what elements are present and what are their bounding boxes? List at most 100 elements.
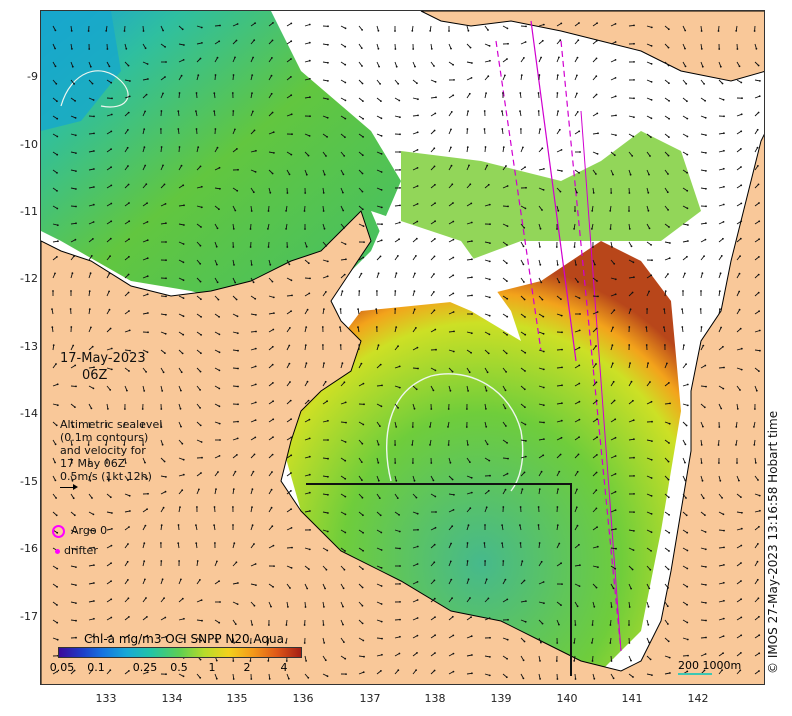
velocity-arrow-head: [361, 82, 364, 85]
velocity-arrow-head: [612, 677, 615, 680]
velocity-arrow-head: [181, 489, 184, 492]
velocity-arrow-head: [633, 97, 635, 100]
velocity-arrow-head: [595, 381, 598, 384]
velocity-arrow-head: [323, 606, 325, 608]
velocity-arrow-head: [183, 617, 185, 620]
velocity-arrow-head: [628, 606, 631, 608]
velocity-arrow-head: [686, 135, 689, 138]
velocity-arrow-head: [505, 352, 508, 355]
velocity-arrow-field: [51, 22, 761, 680]
velocity-arrow-head: [126, 389, 128, 392]
velocity-arrow-head: [273, 565, 275, 567]
velocity-arrow-head: [304, 192, 307, 194]
velocity-arrow-head: [668, 100, 670, 102]
velocity-arrow-head: [615, 114, 617, 117]
velocity-arrow-head: [200, 441, 203, 443]
velocity-arrow-head: [466, 408, 468, 410]
velocity-arrow-head: [614, 567, 617, 570]
velocity-arrow-head: [219, 439, 221, 441]
velocity-arrow-head: [361, 65, 363, 67]
velocity-arrow-head: [539, 128, 541, 130]
velocity-arrow-head: [487, 29, 489, 31]
velocity-arrow-head: [650, 26, 653, 29]
velocity-arrow-head: [271, 172, 274, 175]
velocity-arrow-head: [484, 524, 486, 526]
velocity-arrow-head: [345, 673, 347, 675]
map-frame[interactable]: [40, 10, 765, 685]
velocity-arrow-head: [633, 511, 635, 513]
velocity-arrow-head: [290, 40, 293, 43]
velocity-arrow-head: [199, 424, 202, 427]
velocity-arrow-head: [325, 155, 327, 157]
velocity-arrow-head: [502, 92, 504, 94]
velocity-arrow-head: [451, 615, 454, 618]
velocity-arrow-head: [449, 461, 452, 464]
velocity-arrow-head: [272, 131, 275, 134]
velocity-arrow-head: [505, 165, 507, 167]
velocity-arrow-head: [290, 418, 292, 420]
velocity-arrow-head: [162, 29, 164, 32]
velocity-arrow-head: [289, 327, 291, 329]
velocity-arrow-head: [232, 246, 235, 248]
colorbar-tick: 0.05: [49, 661, 75, 674]
velocity-arrow-head: [52, 290, 54, 292]
velocity-arrow-head: [56, 207, 59, 210]
velocity-arrow-head: [110, 598, 113, 601]
velocity-arrow-head: [505, 371, 507, 373]
velocity-arrow-head: [363, 655, 365, 658]
velocity-arrow-head: [272, 586, 274, 588]
velocity-arrow-head: [722, 167, 725, 170]
velocity-arrow-head: [758, 652, 761, 655]
velocity-arrow-head: [686, 531, 689, 534]
velocity-arrow-head: [195, 110, 197, 112]
velocity-arrow-head: [161, 443, 164, 446]
velocity-arrow-head: [305, 326, 308, 328]
velocity-arrow-head: [218, 387, 221, 390]
y-tick-label: -16: [20, 542, 38, 555]
velocity-arrow-head: [270, 488, 273, 491]
velocity-arrow-head: [524, 166, 526, 169]
velocity-arrow-head: [196, 560, 199, 562]
velocity-arrow-head: [451, 370, 454, 373]
velocity-arrow-head: [105, 30, 108, 32]
velocity-arrow-head: [686, 383, 689, 386]
velocity-arrow-head: [199, 658, 202, 661]
velocity-arrow-head: [111, 528, 113, 530]
velocity-arrow-head: [272, 382, 274, 384]
velocity-arrow-head: [327, 25, 329, 28]
velocity-arrow-head: [182, 675, 185, 678]
velocity-arrow-head: [56, 621, 59, 624]
velocity-arrow-head: [164, 352, 166, 354]
velocity-arrow-head: [272, 418, 275, 421]
velocity-arrow-head: [576, 74, 578, 77]
velocity-arrow-head: [75, 170, 77, 173]
velocity-arrow-head: [380, 239, 383, 242]
velocity-arrow-head: [362, 423, 365, 426]
velocity-arrow-head: [560, 562, 562, 565]
velocity-arrow-head: [483, 128, 486, 130]
velocity-arrow-head: [110, 562, 112, 564]
velocity-arrow-head: [573, 642, 576, 644]
velocity-arrow-head: [251, 524, 254, 527]
velocity-arrow-head: [143, 560, 146, 563]
velocity-arrow-head: [504, 488, 507, 491]
velocity-arrow-head: [343, 273, 346, 276]
velocity-arrow-head: [57, 240, 59, 243]
velocity-arrow-head: [471, 258, 473, 261]
velocity-arrow-head: [433, 291, 435, 293]
velocity-arrow-head: [250, 264, 253, 266]
velocity-arrow-head: [342, 587, 345, 590]
velocity-arrow-head: [89, 272, 92, 275]
velocity-arrow-head: [272, 328, 275, 331]
velocity-arrow-head: [612, 380, 615, 383]
velocity-arrow-head: [537, 92, 540, 94]
velocity-arrow-head: [308, 135, 311, 137]
velocity-arrow-head: [254, 365, 257, 368]
velocity-arrow-head: [217, 298, 220, 301]
velocity-arrow-head: [558, 470, 561, 473]
velocity-arrow-head: [523, 640, 526, 643]
velocity-arrow-head: [705, 187, 707, 190]
velocity-arrow-head: [524, 41, 527, 43]
velocity-arrow-head: [701, 479, 704, 482]
velocity-arrow-head: [146, 616, 148, 618]
